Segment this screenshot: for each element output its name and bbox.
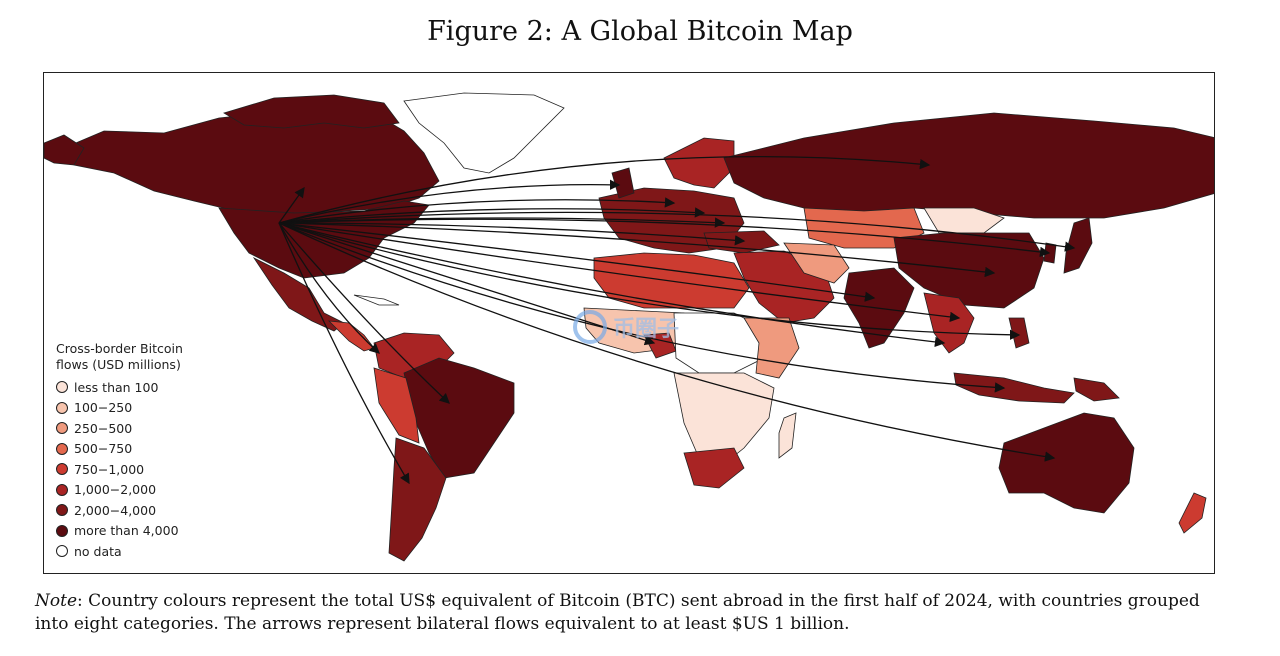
- legend-item: 2,000−4,000: [56, 500, 246, 521]
- legend-item: 250−500: [56, 418, 246, 439]
- world-map: [43, 72, 1215, 574]
- legend: Cross-border Bitcoin flows (USD millions…: [56, 341, 246, 562]
- legend-label: 2,000−4,000: [74, 502, 157, 518]
- legend-item: 1,000−2,000: [56, 480, 246, 501]
- flow-arrow-china: [278, 222, 996, 278]
- flow-arrow-brazil: [278, 222, 450, 404]
- legend-swatch: [56, 381, 68, 394]
- flow-arrow-indonesia: [278, 222, 1006, 393]
- country-southern-africa: [673, 372, 775, 469]
- legend-title-line1: Cross-border Bitcoin: [56, 341, 183, 356]
- country-mongolia: [923, 207, 1005, 234]
- legend-title-line2: flows (USD millions): [56, 357, 181, 372]
- country-arctic-islands: [223, 94, 400, 129]
- flow-arrow-japan: [278, 211, 1076, 252]
- flow-arrow-colombia: [278, 222, 380, 354]
- flow-arrow-korea: [278, 218, 1051, 258]
- flow-arrow-thailand: [278, 222, 946, 348]
- country-australia: [998, 412, 1135, 514]
- legend-swatch: [56, 401, 68, 414]
- country-argentina-chile: [388, 437, 447, 562]
- country-turkey: [703, 230, 780, 254]
- flow-arrow-canada: [278, 186, 305, 224]
- legend-swatch: [56, 545, 68, 558]
- legend-label: 250−500: [74, 420, 133, 436]
- country-japan: [1063, 217, 1093, 274]
- country-papua: [1073, 377, 1120, 402]
- country-greenland: [403, 92, 565, 174]
- country-brazil: [403, 357, 515, 479]
- legend-swatch: [56, 504, 68, 517]
- country-southeast-asia: [923, 292, 975, 354]
- legend-item: more than 4,000: [56, 521, 246, 542]
- country-madagascar: [778, 412, 797, 459]
- flow-arrow-uk: [278, 179, 621, 224]
- watermark: 币圈子: [573, 305, 713, 349]
- watermark-logo-icon: [573, 310, 607, 344]
- legend-swatch: [56, 483, 68, 496]
- country-south-africa: [683, 447, 745, 489]
- legend-label: more than 4,000: [74, 523, 179, 539]
- flow-arrow-turkey: [278, 222, 746, 246]
- legend-swatch: [56, 422, 68, 435]
- legend-label: 750−1,000: [74, 461, 145, 477]
- legend-label: 100−250: [74, 400, 133, 416]
- flow-arrow-argentina: [278, 222, 410, 485]
- flow-arrow-philippines: [278, 222, 1021, 341]
- flow-arrow-europe-1: [278, 197, 676, 224]
- flow-arrow-australia: [278, 222, 1056, 462]
- country-uk: [611, 167, 635, 199]
- country-russia: [723, 112, 1214, 219]
- figure-title: Figure 2: A Global Bitcoin Map: [427, 16, 853, 47]
- legend-label: no data: [74, 543, 122, 559]
- flow-arrow-india: [278, 222, 876, 302]
- country-peru-bolivia: [373, 367, 420, 444]
- figure-note: Note: Country colours represent the tota…: [35, 590, 1235, 636]
- flow-arrow-vietnam: [278, 222, 961, 323]
- legend-item: no data: [56, 541, 246, 562]
- legend-label: 500−750: [74, 441, 133, 457]
- flow-arrow-russia: [278, 155, 931, 224]
- country-philippines: [1008, 317, 1030, 349]
- legend-item: 100−250: [56, 398, 246, 419]
- legend-item: 750−1,000: [56, 459, 246, 480]
- legend-swatch: [56, 463, 68, 476]
- country-indonesia: [953, 372, 1075, 404]
- country-alaska: [44, 134, 85, 166]
- note-label: Note: [35, 591, 78, 611]
- country-cuba: [353, 294, 400, 306]
- country-north-africa: [593, 252, 750, 309]
- country-new-zealand: [1178, 492, 1207, 534]
- legend-label: 1,000−2,000: [74, 482, 157, 498]
- note-text: : Country colours represent the total US…: [35, 591, 1200, 634]
- legend-label: less than 100: [74, 379, 159, 395]
- world-map-svg: [44, 92, 1214, 562]
- flow-arrow-europe-2: [278, 207, 706, 224]
- watermark-text: 币圈子: [613, 317, 680, 342]
- legend-item: 500−750: [56, 439, 246, 460]
- country-scandinavia: [663, 137, 735, 189]
- legend-swatch: [56, 524, 68, 537]
- legend-swatch: [56, 442, 68, 455]
- legend-item: less than 100: [56, 377, 246, 398]
- legend-title: Cross-border Bitcoin flows (USD millions…: [56, 341, 246, 373]
